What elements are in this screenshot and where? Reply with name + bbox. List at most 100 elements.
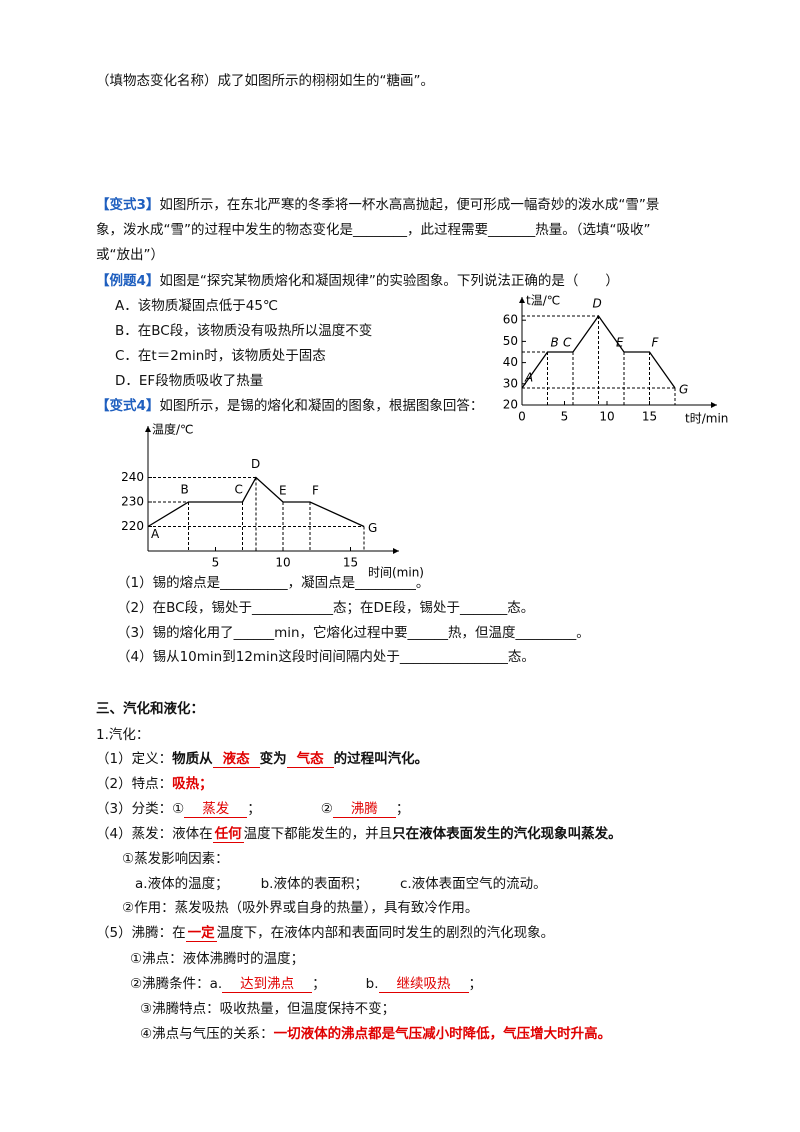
tag: 【例题4】 [96,273,160,289]
y-arrow [519,297,525,303]
point-label: G [679,383,688,397]
point-label: F [312,484,319,498]
text: c.液体表面空气的流动。 [399,876,547,892]
curve [521,314,676,389]
answer: 达到沸点 [222,976,313,993]
answer: 任何 [212,826,244,843]
x-tick-label: 15 [642,410,657,424]
x-arrow [393,548,399,554]
paragraph: （填物态变化名称）成了如图所示的栩栩如生的“糖画”。 [96,73,434,89]
text: b. [365,976,379,992]
option: B．在BC段，该物质没有吸热所以温度不变 [115,323,373,339]
item: （2）特点：吸热； [96,775,213,793]
item: ②沸腾条件：a. 达到沸点； b. 继续吸热； [130,975,482,993]
answer: 沸腾 [332,801,396,818]
y-tick-label: 240 [121,470,144,484]
y-axis-label: t温/℃ [526,294,560,308]
text: 物质从 [172,751,213,767]
text: （5）沸腾：在 [96,925,186,941]
option: C．在t＝2min时，该物质处于固态 [115,348,326,364]
heading: 三、汽化和液化： [96,701,204,717]
text: （4）蒸发：液体在 [96,826,213,842]
answer: 一切液体的沸点都是气压减小时降低，气压增大时升高。 [273,1026,612,1042]
item: （3）分类：① 蒸发； ② 沸腾； [96,800,409,818]
text: 温度下都能发生的，并且 [243,826,393,842]
text: a.液体的温度； [135,876,229,892]
point-label: E [279,484,287,498]
x-tick-label: 10 [275,556,290,570]
paragraph: 象，泼水成“雪”的过程中发生的物态变化是________，此过程需要______… [96,222,651,238]
text: ④沸点与气压的关系： [140,1026,274,1042]
figure: 温度/℃ 时间(min) 5 10 15 220 230 240 A B CD E F G [121,422,424,580]
text: 如图所示，在东北严寒的冬季将一杯水高高抛起，便可形成一幅奇妙的泼水成“雪”景 [159,197,660,213]
answer: 液态 [212,751,260,768]
text: （2）特点： [96,776,173,792]
text: 的过程叫汽化。 [333,751,429,767]
paragraph: 或“放出”） [96,247,164,263]
text: 如图所示，是锡的熔化和凝固的图象，根据图象回答： [159,398,484,414]
text: b.液体的表面积； [260,876,368,892]
question: （2）在BC段，锡处于____________态；在DE段，锡处于_______… [117,600,535,616]
item: ①蒸发影响因素： [122,851,229,867]
answer: 一定 [185,925,217,942]
item: a.液体的温度； b.液体的表面积； c.液体表面空气的流动。 [135,875,547,893]
y-tick-label: 60 [503,313,518,327]
y-arrow [145,426,151,432]
question: （1）锡的熔点是__________，凝固点是_________。 [117,575,430,591]
text: ； [395,801,410,817]
y-tick-label: 40 [503,355,518,369]
point-label: B [181,483,189,497]
question: （3）锡的熔化用了______min，它熔化过程中要______热，但温度___… [117,625,590,641]
x-tick-label: 0 [518,410,526,424]
paragraph: 【例题4】如图是“探究某物质熔化和凝固规律”的实验图象。下列说法正确的是（ ） [96,272,619,290]
x-axis-label: 时间(min) [368,566,424,580]
tag: 【变式3】 [96,197,160,213]
figure: t温/℃ t时/min 0 5 10 15 20 30 40 50 60 A B C D E F G [503,294,729,426]
item: （4）蒸发：液体在 任何 温度下都能发生的，并且只在液体表面发生的汽化现象叫蒸发。 [96,825,622,843]
option: A．该物质凝固点低于45℃ [115,298,279,314]
text: 温度下，在液体内部和表面同时发生的剧烈的汽化现象。 [216,925,555,941]
text: ② [320,801,333,817]
option: D．EF段物质吸收了热量 [115,373,264,389]
paragraph: 【变式3】如图所示，在东北严寒的冬季将一杯水高高抛起，便可形成一幅奇妙的泼水成“… [96,196,659,214]
x-axis-label: t时/min [685,412,728,426]
text: 如图是“探究某物质熔化和凝固规律”的实验图象。下列说法正确的是（ ） [159,273,619,289]
curve [147,476,365,528]
x-arrow [711,402,717,408]
text: ②沸腾条件：a. [130,976,223,992]
answer: 气态 [286,751,334,768]
item: ②作用：蒸发吸热（吸外界或自身的热量），具有致冷作用。 [122,900,479,916]
text: ； [247,801,261,817]
item: ③沸腾特点：吸收热量，但温度保持不变； [140,1001,396,1017]
paragraph: 【变式4】如图所示，是锡的熔化和凝固的图象，根据图象回答： [96,397,483,415]
text: ； [468,976,483,992]
text: 变为 [259,751,287,767]
answer: 蒸发 [184,801,248,818]
text: （1）定义： [96,751,173,767]
point-label: C [563,336,572,350]
tag: 【变式4】 [96,398,160,414]
point-label: C [235,483,243,497]
x-tick-label: 10 [599,410,614,424]
y-tick-label: 20 [503,398,518,412]
point-label: F [652,336,660,350]
point-label: E [616,336,624,350]
item: ④沸点与气压的关系：一切液体的沸点都是气压减小时降低，气压增大时升高。 [140,1025,611,1043]
item: ①沸点：液体沸腾时的温度； [130,951,305,967]
text: 只在液体表面发生的汽化现象叫蒸发。 [392,826,622,842]
point-label: D [593,296,602,310]
x-tick-label: 5 [212,556,220,570]
subheading: 1.汽化： [96,727,150,743]
y-tick-label: 50 [503,334,518,348]
y-axis-label: 温度/℃ [152,422,194,437]
y-tick-label: 230 [121,495,144,509]
text: ； [312,976,326,992]
y-tick-label: 30 [503,376,518,390]
x-tick-label: 5 [561,410,569,424]
point-label: B [551,336,559,350]
item: （1）定义：物质从 液态 变为 气态 的过程叫汽化。 [96,750,428,768]
point-label: A [524,371,533,385]
point-label: G [368,521,377,535]
answer: 吸热； [172,776,213,792]
